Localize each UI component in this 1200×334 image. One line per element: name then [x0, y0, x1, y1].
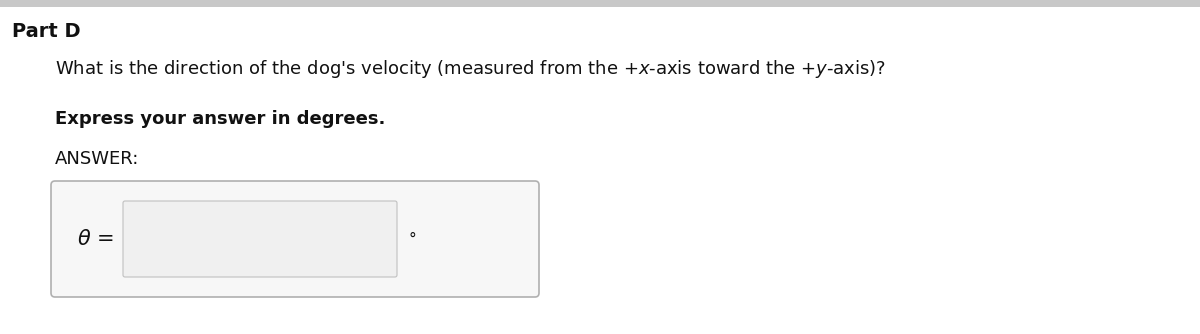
FancyBboxPatch shape — [124, 201, 397, 277]
Text: ANSWER:: ANSWER: — [55, 150, 139, 168]
Text: Part D: Part D — [12, 22, 80, 41]
Bar — [0, 0, 1200, 7]
Text: What is the direction of the dog's velocity (measured from the $+x$-axis toward : What is the direction of the dog's veloc… — [55, 58, 887, 80]
FancyBboxPatch shape — [50, 181, 539, 297]
Text: Express your answer in degrees.: Express your answer in degrees. — [55, 110, 385, 128]
Text: °: ° — [409, 231, 416, 246]
Text: $\theta$ =: $\theta$ = — [77, 229, 114, 249]
